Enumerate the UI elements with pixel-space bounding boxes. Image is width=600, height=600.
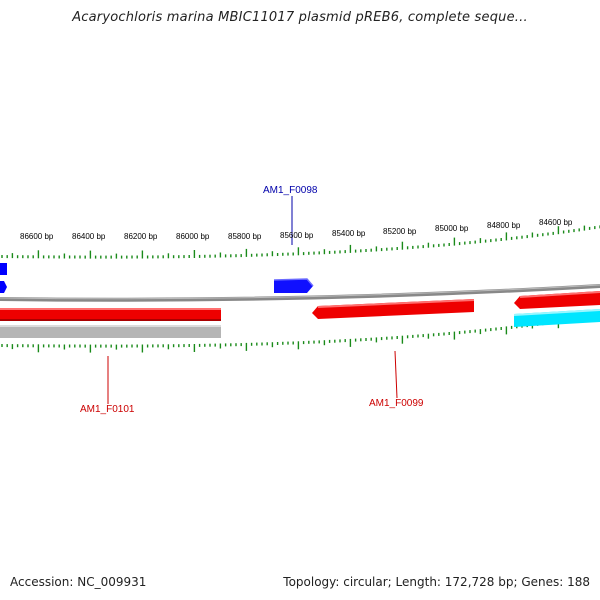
- ruler-label: 86600 bp: [20, 232, 54, 241]
- accession-text: Accession: NC_009931: [10, 575, 147, 589]
- ruler-label: 84600 bp: [539, 218, 573, 227]
- gene-reverse-am1-f0101[interactable]: [0, 308, 221, 321]
- gene-forward-am1-f0098[interactable]: [274, 279, 313, 293]
- gene-reverse-am1-f0099[interactable]: [312, 299, 474, 319]
- ruler-label: 85800 bp: [228, 232, 262, 241]
- ruler-label: 85200 bp: [383, 227, 417, 236]
- ruler-label: 85600 bp: [280, 231, 314, 240]
- label-line-am1-f0099: [394, 350, 398, 399]
- ruler-label: 86400 bp: [72, 232, 106, 241]
- ruler-label: 86000 bp: [176, 232, 210, 241]
- map-title: Acaryochloris marina MBIC11017 plasmid p…: [72, 10, 528, 25]
- outer-tick-track: [1, 225, 600, 259]
- gene-reverse-shadow: [0, 325, 221, 338]
- ruler-label: 84800 bp: [487, 221, 521, 230]
- feature-label-am1-f0101[interactable]: AM1_F0101: [80, 404, 135, 415]
- ruler-label: 86200 bp: [124, 232, 158, 241]
- backbone-arc: [0, 284, 600, 302]
- ruler-label: 85000 bp: [435, 224, 469, 233]
- feature-label-am1-f0099[interactable]: AM1_F0099: [369, 398, 424, 409]
- gene-forward-edge-1[interactable]: [0, 263, 7, 275]
- feature-label-am1-f0098[interactable]: AM1_F0098: [263, 185, 318, 196]
- topology-summary: Topology: circular; Length: 172,728 bp; …: [283, 575, 590, 589]
- ruler-label: 85400 bp: [332, 229, 366, 238]
- gene-forward-edge-2[interactable]: [0, 281, 7, 293]
